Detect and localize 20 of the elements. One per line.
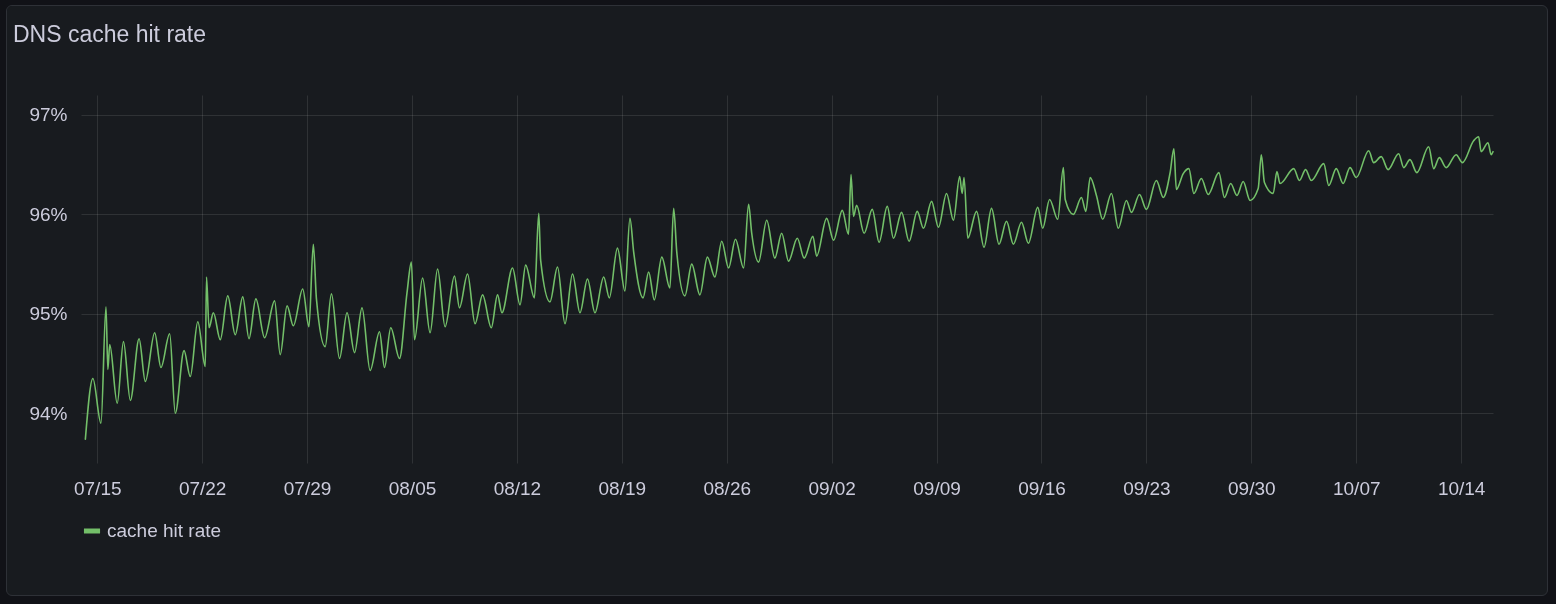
x-tick-label: 08/19 — [598, 477, 647, 499]
x-tick-label: 09/09 — [913, 477, 961, 499]
y-tick-label: 96% — [29, 203, 68, 225]
x-tick-label: 08/05 — [388, 477, 437, 499]
x-tick-label: 07/15 — [73, 477, 122, 499]
y-tick-label: 95% — [29, 303, 68, 325]
y-tick-label: 97% — [29, 104, 68, 126]
x-tick-label: 07/29 — [283, 477, 332, 499]
x-tick-label: 10/14 — [1437, 477, 1486, 499]
x-tick-label: 09/16 — [1018, 477, 1066, 499]
x-tick-label: 07/22 — [178, 477, 227, 499]
x-tick-label: 09/02 — [808, 477, 856, 499]
x-tick-label: 09/30 — [1228, 477, 1276, 499]
y-tick-label: 94% — [29, 402, 68, 424]
x-tick-label: 08/12 — [493, 477, 542, 499]
x-tick-label: 08/26 — [703, 477, 752, 499]
chart-title: DNS cache hit rate — [13, 21, 207, 47]
x-tick-label: 10/07 — [1332, 477, 1381, 499]
legend-label: cache hit rate — [107, 520, 222, 541]
x-tick-label: 09/23 — [1123, 477, 1171, 499]
